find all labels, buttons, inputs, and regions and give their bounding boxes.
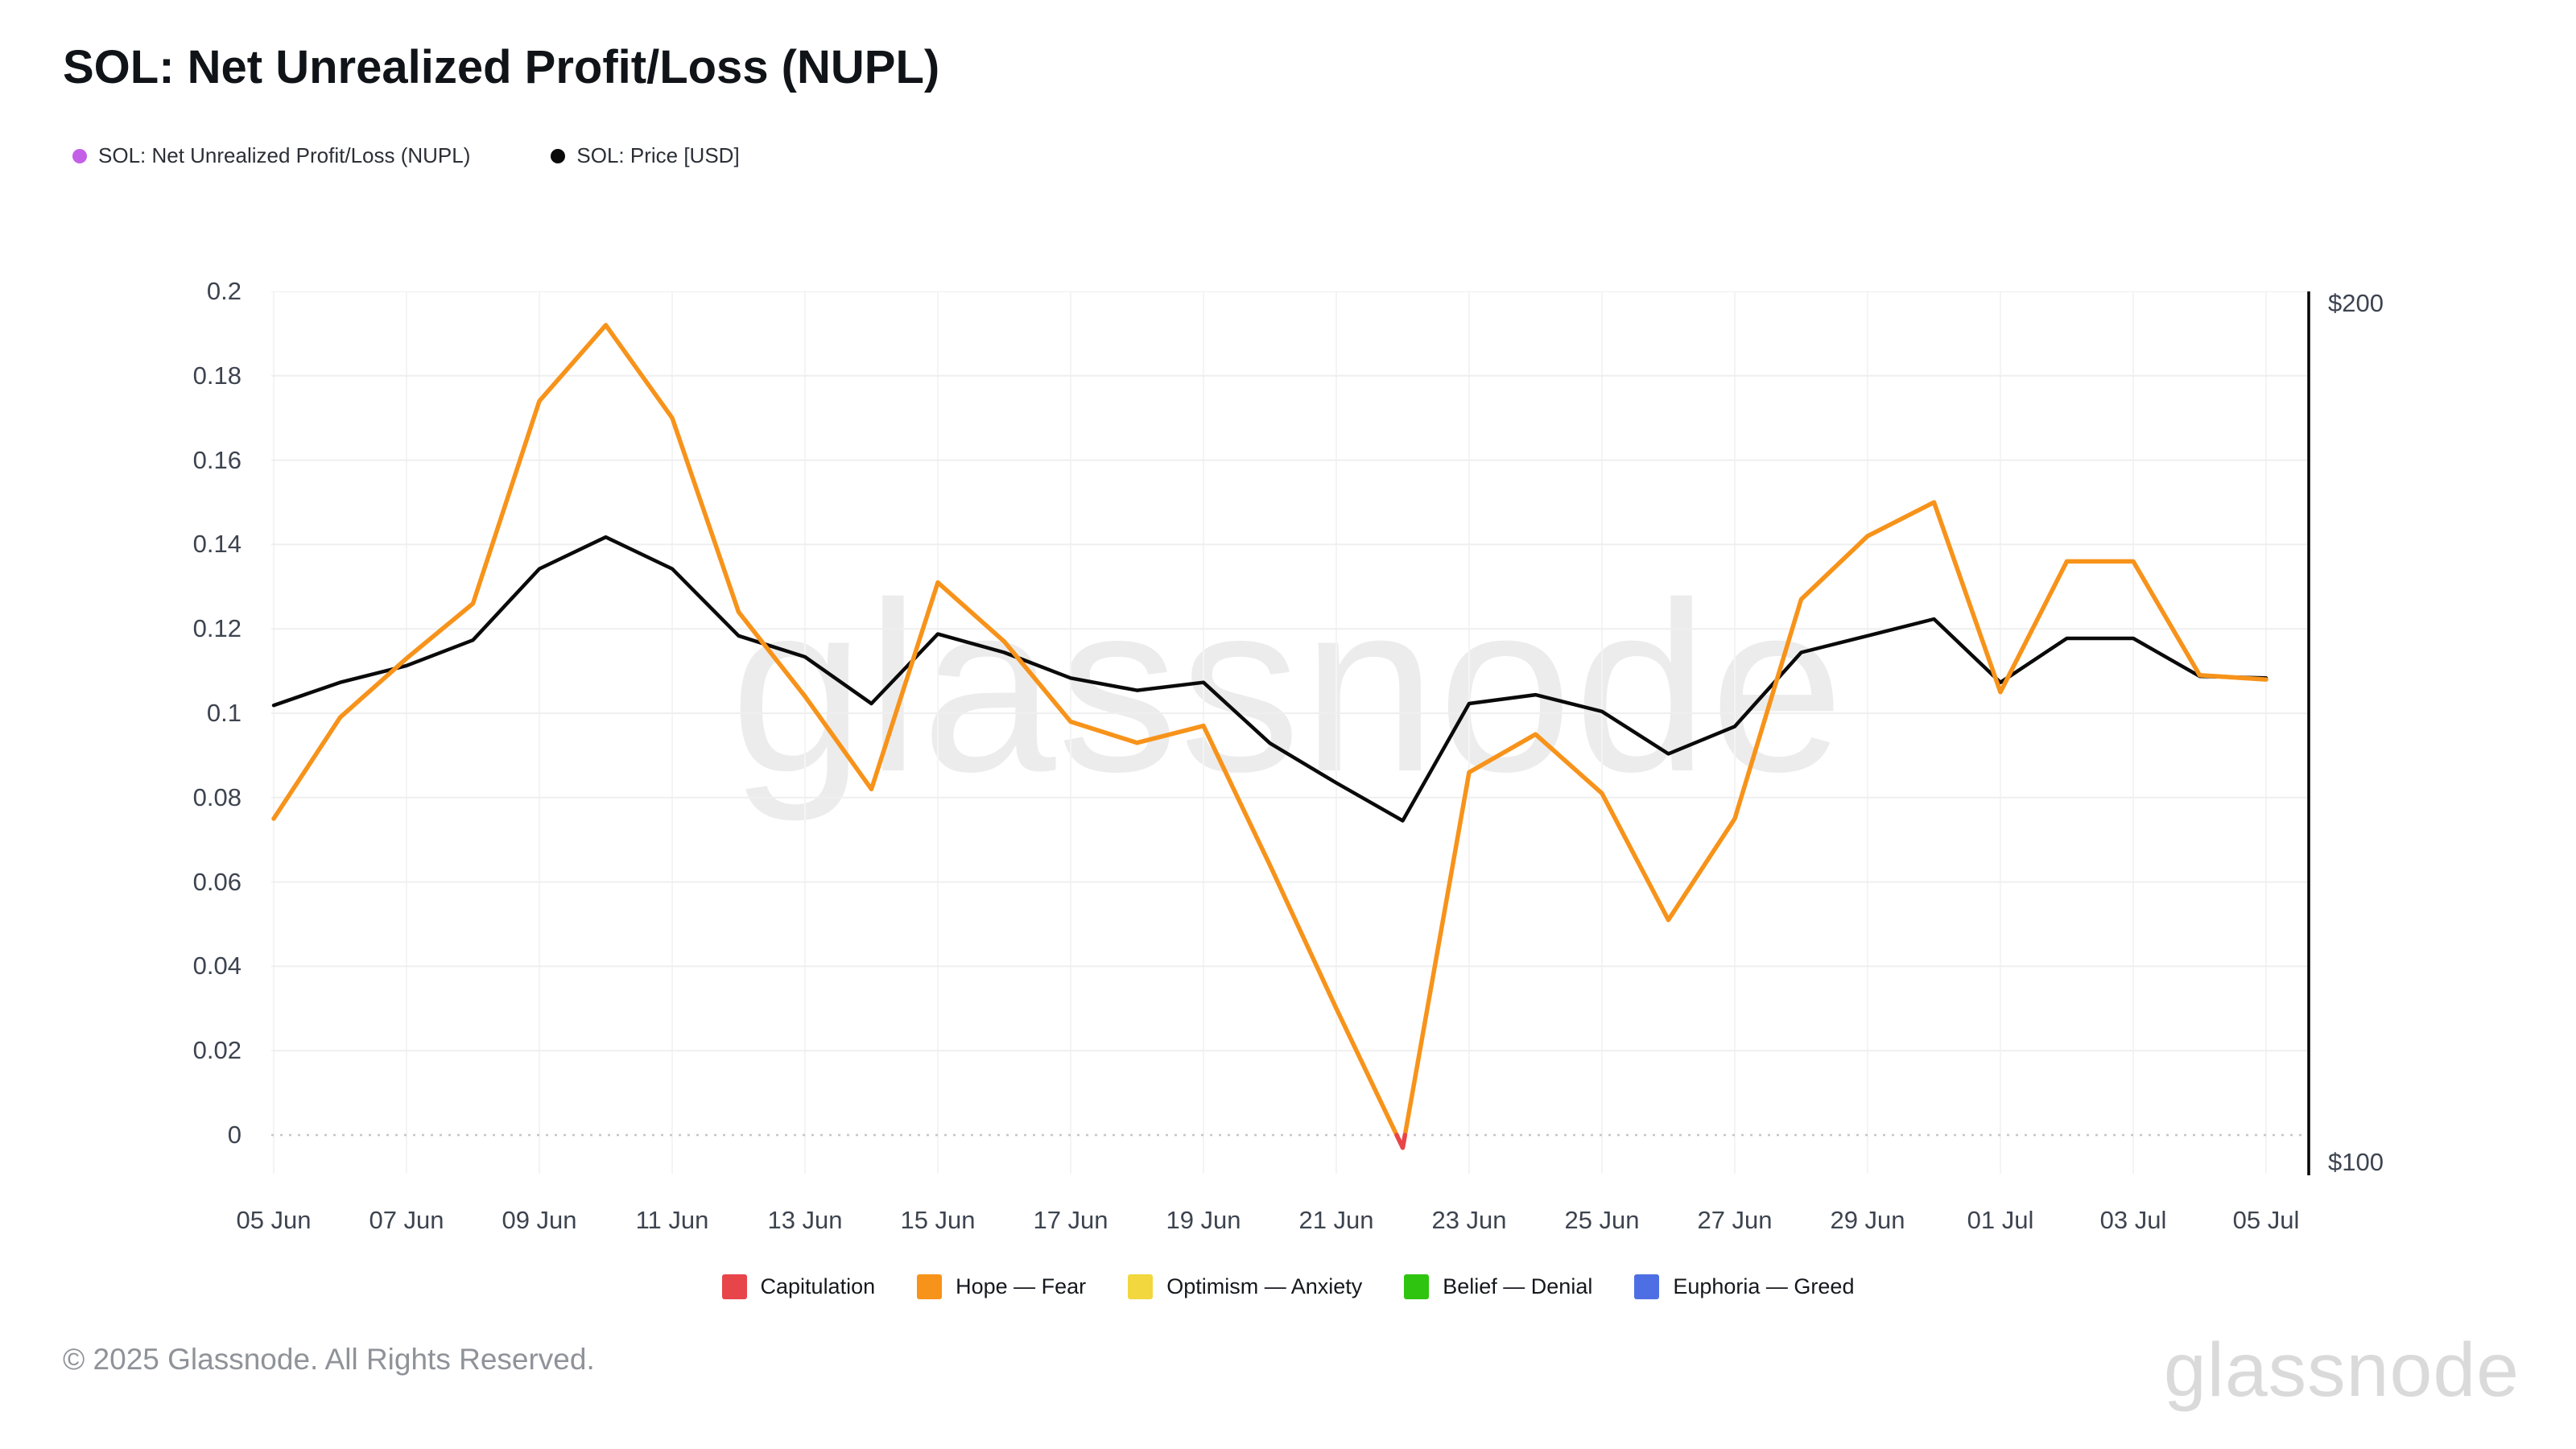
x-tick-label: 07 Jun <box>369 1206 444 1234</box>
y-tick-label: 0.16 <box>192 445 242 474</box>
nupl-line <box>271 323 2268 1150</box>
footer-copyright: © 2025 Glassnode. All Rights Reserved. <box>63 1343 595 1376</box>
horizontal-gridlines <box>271 291 2309 1137</box>
glassnode-watermark: glassnode <box>730 551 1846 822</box>
zone-swatch-icon <box>721 1274 747 1299</box>
zone-legend-item[interactable]: Capitulation <box>721 1274 876 1299</box>
zone-legend-label: Hope — Fear <box>956 1274 1087 1298</box>
x-tick-label: 23 Jun <box>1431 1206 1507 1234</box>
zone-swatch-icon <box>1404 1274 1430 1299</box>
zone-legend-item[interactable]: Hope — Fear <box>917 1274 1086 1299</box>
x-tick-label: 17 Jun <box>1033 1206 1108 1234</box>
price-line <box>271 535 2268 823</box>
legend-item-price-label: SOL: Price [USD] <box>576 143 740 167</box>
y-tick-label: 0.04 <box>192 952 242 980</box>
y-tick-label: 0.12 <box>192 614 242 643</box>
x-tick-label: 09 Jun <box>502 1206 577 1234</box>
y-tick-label: 0.08 <box>192 782 242 811</box>
price-series-dot-icon <box>551 148 566 163</box>
zone-swatch-icon <box>1634 1274 1660 1299</box>
zone-legend-item[interactable]: Optimism — Anxiety <box>1128 1274 1362 1299</box>
y-tick-label: 0.14 <box>192 530 242 559</box>
y-tick-label: 0 <box>227 1121 242 1149</box>
x-tick-label: 03 Jul <box>2099 1206 2167 1234</box>
x-tick-label: 15 Jun <box>900 1206 976 1234</box>
zone-legend-label: Capitulation <box>760 1274 876 1298</box>
nupl-line-capitulation-segment <box>1394 1133 1408 1150</box>
price-tick-label: $200 <box>2328 289 2384 317</box>
zone-swatch-icon <box>1128 1274 1154 1299</box>
x-tick-label: 25 Jun <box>1564 1206 1640 1234</box>
plot-svg[interactable] <box>271 291 2310 1175</box>
page-title: SOL: Net Unrealized Profit/Loss (NUPL) <box>63 41 940 93</box>
y-tick-label: 0.1 <box>206 699 242 727</box>
x-tick-label: 29 Jun <box>1830 1206 1905 1234</box>
x-tick-label: 11 Jun <box>635 1206 709 1234</box>
legend-item-price[interactable]: SOL: Price [USD] <box>551 143 740 168</box>
legend-item-nupl-label: SOL: Net Unrealized Profit/Loss (NUPL) <box>98 143 471 167</box>
price-tick-label: $100 <box>2328 1148 2384 1176</box>
x-tick-label: 27 Jun <box>1697 1206 1773 1234</box>
legend-item-nupl[interactable]: SOL: Net Unrealized Profit/Loss (NUPL) <box>72 143 470 168</box>
zone-legend-label: Optimism — Anxiety <box>1166 1274 1363 1298</box>
series-legend: SOL: Net Unrealized Profit/Loss (NUPL) S… <box>72 143 740 168</box>
x-tick-label: 19 Jun <box>1166 1206 1241 1234</box>
y-tick-label: 0.18 <box>192 361 242 390</box>
y-tick-label: 0.02 <box>192 1036 242 1065</box>
nupl-series-dot-icon <box>72 148 87 163</box>
x-tick-label: 21 Jun <box>1298 1206 1374 1234</box>
zone-swatch-icon <box>917 1274 943 1299</box>
price-line-group <box>271 535 2268 823</box>
x-tick-label: 01 Jul <box>1967 1206 2034 1234</box>
y-tick-label: 0.06 <box>192 867 242 896</box>
zone-legend-item[interactable]: Belief — Denial <box>1404 1274 1592 1299</box>
zone-legend: Capitulation Hope — Fear Optimism — Anxiet… <box>0 1274 2576 1299</box>
vertical-gridlines <box>273 291 2267 1174</box>
nupl-line-group <box>271 323 2268 1150</box>
x-tick-label: 13 Jun <box>767 1206 843 1234</box>
zone-legend-label: Belief — Denial <box>1443 1274 1593 1298</box>
y-tick-label: 0.2 <box>206 277 242 305</box>
zone-legend-label: Euphoria — Greed <box>1673 1274 1855 1298</box>
x-tick-label: 05 Jul <box>2232 1206 2300 1234</box>
x-tick-label: 05 Jun <box>236 1206 312 1234</box>
zone-legend-item[interactable]: Euphoria — Greed <box>1634 1274 1854 1299</box>
glassnode-logo: glassnode <box>2163 1327 2520 1413</box>
